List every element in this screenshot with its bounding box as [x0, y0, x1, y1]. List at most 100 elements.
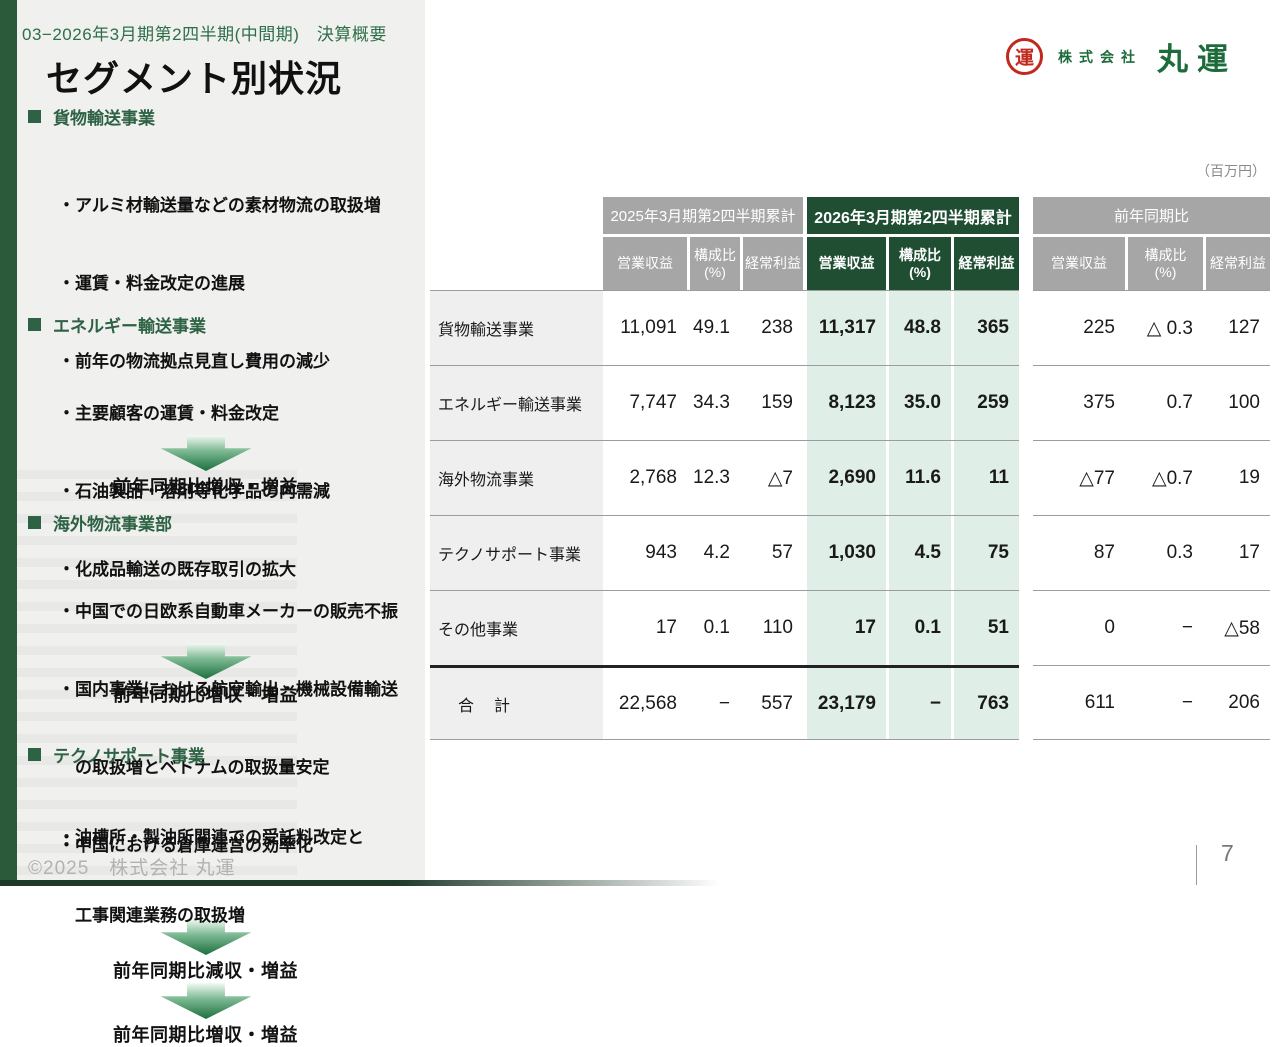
table-cell: 0 — [1104, 617, 1115, 638]
cell-group-fy2026: 11,317 48.8 365 — [807, 291, 1019, 365]
cell-group-fy2025: 2,768 12.3 △7 — [603, 441, 803, 515]
table-cell: 557 — [761, 692, 793, 714]
page-number-divider — [1196, 845, 1197, 885]
bullet-line: ・化成品輸送の既存取引の拡大 — [58, 560, 296, 579]
cell-group-yoy: 611 − 206 — [1033, 666, 1270, 739]
table-cell: 225 — [1083, 317, 1115, 338]
section-heading: エネルギー輸送事業 — [28, 312, 398, 337]
section-bullets: ・主要顧客の運賃・料金改定 ・石油製品・溶剤等化学品の内需減 ・化成品輸送の既存… — [58, 349, 398, 635]
table-cell: 0.7 — [1166, 392, 1193, 413]
table-cell: 2,690 — [807, 441, 886, 515]
cell-group-fy2026: 8,123 35.0 259 — [807, 366, 1019, 440]
table-cell: 0.1 — [889, 591, 951, 665]
segment-section-cargo: 貨物輸送事業 ・アルミ材輸送量などの素材物流の取扱増 ・運賃・料金改定の進展 ・… — [28, 104, 398, 499]
table-group-header-row: 2025年3月期第2四半期累計 2026年3月期第2四半期累計 前年同期比 — [430, 197, 1270, 234]
segment-results-table: 2025年3月期第2四半期累計 2026年3月期第2四半期累計 前年同期比 営業… — [430, 197, 1270, 740]
square-bullet-icon — [28, 516, 41, 529]
section-title: 海外物流事業部 — [53, 515, 172, 534]
table-cell: 4.2 — [703, 542, 730, 563]
table-cell: 943 — [645, 542, 677, 563]
table-row: 貨物輸送事業 11,091 49.1 238 11,317 48.8 365 225 △ 0.3… — [430, 290, 1270, 365]
subheader-group-yoy: 営業収益 構成比 (%) 経常利益 — [1033, 237, 1270, 290]
table-cell: △77 — [1079, 467, 1115, 489]
table-cell: 206 — [1228, 691, 1260, 713]
logo-company-name: 丸運 — [1157, 42, 1237, 77]
cell-group-fy2025: 22,568 − 557 — [603, 668, 803, 739]
row-left-segment: その他事業 17 0.1 110 17 0.1 51 — [430, 590, 1019, 665]
bullet-line: ・アルミ材輸送量などの素材物流の取扱増 — [58, 196, 381, 215]
subheader-group-fy2026: 営業収益 構成比 (%) 経常利益 — [807, 237, 1019, 290]
cell-group-fy2025: 17 0.1 110 — [603, 591, 803, 665]
row-left-segment: テクノサポート事業 943 4.2 57 1,030 4.5 75 — [430, 515, 1019, 590]
cell-group-fy2026: 17 0.1 51 — [807, 591, 1019, 665]
cell-group-yoy: △77 △0.7 19 — [1033, 441, 1270, 515]
cell-group-fy2025: 11,091 49.1 238 — [603, 291, 803, 365]
section-result: 前年同期比増収・増益 — [113, 477, 298, 497]
table-cell: 375 — [1083, 392, 1115, 413]
cell-group-fy2026: 2,690 11.6 11 — [807, 441, 1019, 515]
table-cell: 12.3 — [693, 467, 730, 488]
row-right-segment: 375 0.7 100 — [1033, 365, 1270, 440]
bullet-line: ・油槽所・製油所関連での受託料改定と — [58, 828, 364, 847]
segment-section-technosupport: テクノサポート事業 ・油槽所・製油所関連での受託料改定と 工事関連業務の取扱増 … — [28, 742, 398, 1047]
table-cell: 238 — [761, 317, 793, 338]
cell-group-fy2025: 943 4.2 57 — [603, 516, 803, 590]
table-cell: − — [1181, 691, 1193, 713]
column-gap — [1019, 237, 1033, 290]
bullet-line: 工事関連業務の取扱増 — [58, 906, 245, 925]
table-cell: 48.8 — [889, 291, 951, 365]
table-cell: 49.1 — [693, 317, 730, 338]
cell-group-fy2026: 1,030 4.5 75 — [807, 516, 1019, 590]
table-cell: 11.6 — [889, 441, 951, 515]
bullet-line: ・石油製品・溶剤等化学品の内需減 — [58, 482, 330, 501]
column-group-yoy: 前年同期比 — [1033, 197, 1270, 234]
square-bullet-icon — [28, 110, 41, 123]
section-result: 前年同期比増収・増益 — [113, 685, 298, 705]
table-cell: △58 — [1224, 617, 1260, 639]
cell-group-yoy: 225 △ 0.3 127 — [1033, 291, 1270, 365]
section-result: 前年同期比増収・増益 — [113, 1025, 298, 1045]
table-cell: 17 — [655, 617, 677, 638]
table-cell: 159 — [761, 392, 793, 413]
unit-label: （百万円） — [1196, 163, 1266, 179]
row-left-segment: エネルギー輸送事業 7,747 34.3 159 8,123 35.0 259 — [430, 365, 1019, 440]
bullet-line: ・中国における倉庫運営の効率化 — [58, 836, 313, 855]
subheader-profit: 経常利益 — [1206, 237, 1270, 290]
subheader-share: 構成比 (%) — [690, 237, 740, 290]
bullet-line: の取扱増とベトナムの取扱量安定 — [58, 758, 330, 777]
table-cell: 57 — [771, 542, 793, 563]
column-group-fy2025: 2025年3月期第2四半期累計 — [603, 197, 803, 234]
table-subheader-row: 営業収益 構成比 (%) 経常利益 営業収益 構成比 (%) 経常利益 営業収益… — [430, 237, 1270, 290]
table-cell: 19 — [1238, 467, 1260, 488]
subheader-profit: 経常利益 — [743, 237, 803, 290]
column-gap — [1019, 515, 1033, 590]
table-cell: 11,317 — [807, 291, 886, 365]
sidebar: 03−2026年3月期第2四半期(中間期) 決算概要 セグメント別状況 貨物輸送… — [0, 0, 425, 1045]
table-cell: 貨物輸送事業 — [430, 291, 603, 365]
section-heading: 貨物輸送事業 — [28, 104, 398, 129]
left-accent-bar — [0, 0, 17, 886]
logo-circle-icon: 運 — [1006, 38, 1043, 75]
arrow-row — [28, 435, 383, 471]
table-cell: 11,091 — [620, 317, 677, 338]
page-number-block: 7 — [1196, 840, 1234, 885]
table-cell: △ 0.3 — [1146, 317, 1193, 339]
table-cell: 1,030 — [807, 516, 886, 590]
section-title: テクノサポート事業 — [53, 747, 205, 766]
column-gap — [1019, 365, 1033, 440]
section-heading: 海外物流事業部 — [28, 510, 398, 535]
cell-group-yoy: 0 − △58 — [1033, 591, 1270, 665]
section-bullets: ・アルミ材輸送量などの素材物流の取扱増 ・運賃・料金改定の進展 ・前年の物流拠点… — [58, 141, 398, 427]
table-body: 貨物輸送事業 11,091 49.1 238 11,317 48.8 365 225 △ 0.3… — [430, 290, 1270, 740]
copyright-footer: ©2025 株式会社 丸運 — [28, 858, 236, 879]
table-row: 合 計 22,568−557 23,179−763 611−206 — [430, 665, 1270, 740]
column-gap — [1019, 290, 1033, 365]
table-cell: − — [889, 668, 951, 739]
bottom-accent-bar — [0, 880, 720, 886]
table-cell: 22,568 — [618, 692, 677, 714]
page-number: 7 — [1221, 840, 1234, 866]
down-arrow-icon — [160, 435, 251, 471]
header-spacer — [430, 197, 603, 234]
table-cell: 0.1 — [703, 617, 730, 638]
table-cell: 259 — [954, 366, 1019, 440]
